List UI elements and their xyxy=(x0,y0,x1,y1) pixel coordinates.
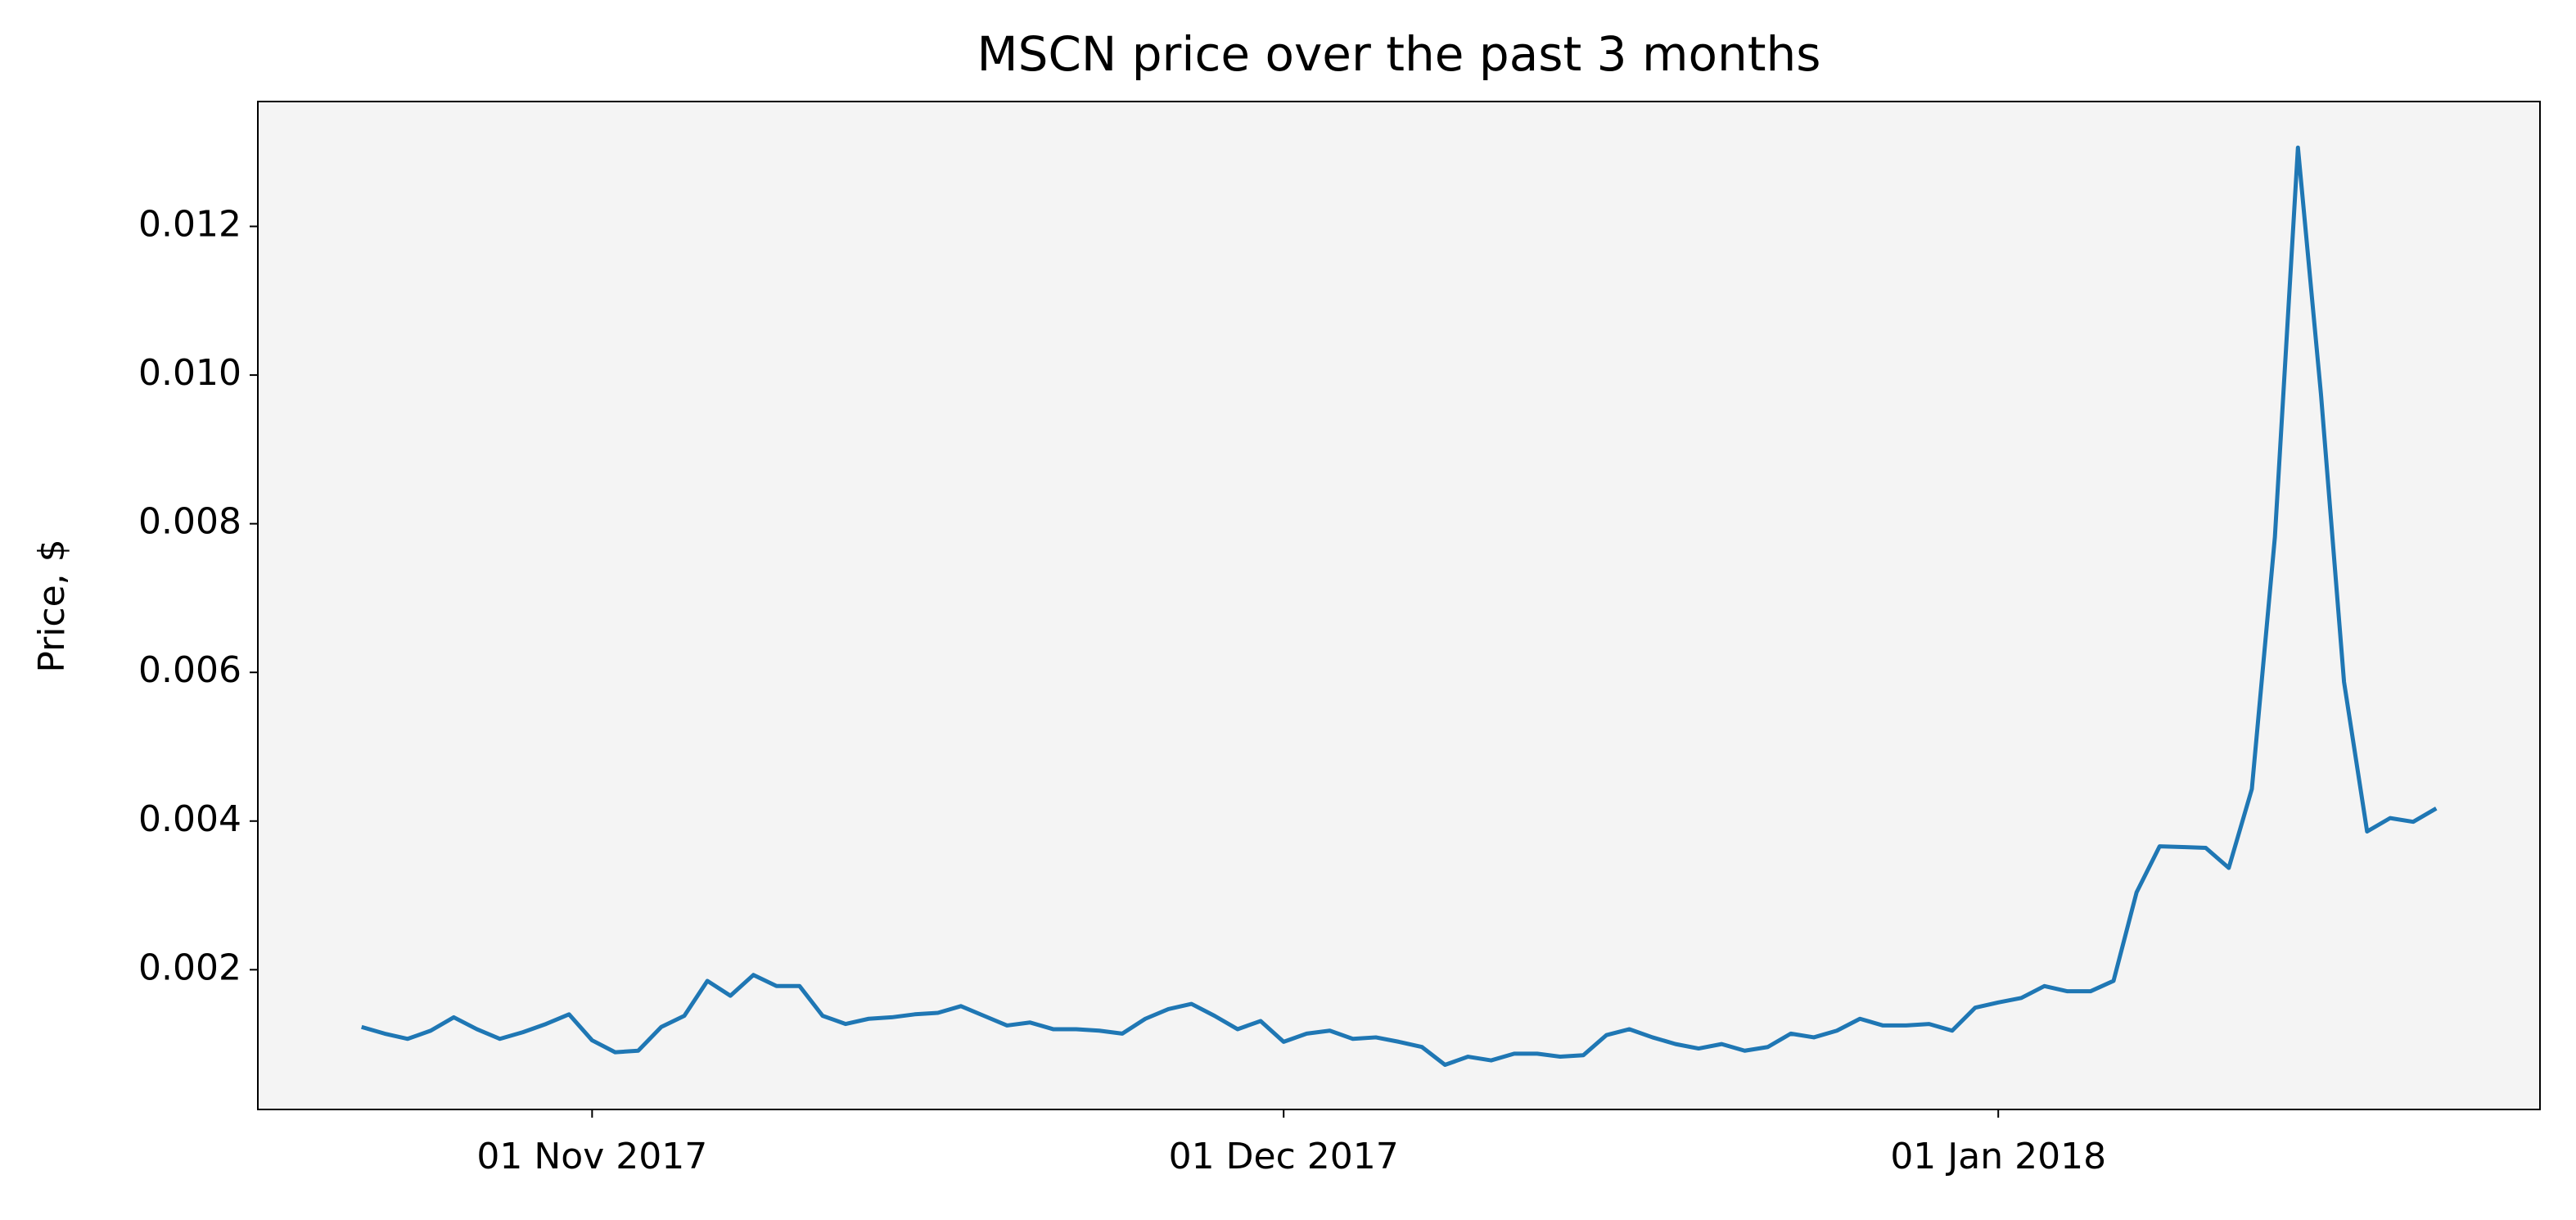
price-line xyxy=(361,145,2438,1068)
x-tick-label: 01 Dec 2017 xyxy=(1169,1136,1399,1177)
x-tick-label: 01 Jan 2018 xyxy=(1890,1136,2106,1177)
y-tick-label: 0.012 xyxy=(138,204,241,246)
y-tick-label: 0.002 xyxy=(138,947,241,988)
plot-frame xyxy=(257,101,2541,1110)
y-tick-label: 0.008 xyxy=(138,501,241,543)
plot-background xyxy=(258,102,2540,1109)
y-axis-label: Price, $ xyxy=(31,539,73,672)
chart-title: MSCN price over the past 3 months xyxy=(977,26,1821,82)
y-tick-label: 0.004 xyxy=(138,798,241,840)
y-tick-label: 0.010 xyxy=(138,352,241,394)
y-tick-label: 0.006 xyxy=(138,649,241,691)
x-tick-label: 01 Nov 2017 xyxy=(476,1136,707,1177)
